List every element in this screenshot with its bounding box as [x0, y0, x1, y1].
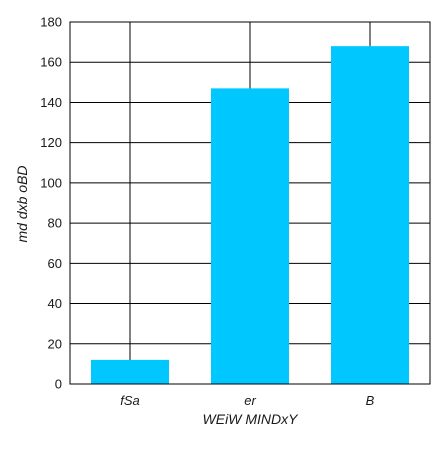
bar-fSa: [91, 359, 169, 384]
bar-er: [211, 88, 289, 384]
x-category-label: fSa: [120, 393, 140, 408]
x-category-label: B: [366, 393, 375, 408]
bars-layer: [91, 46, 409, 385]
y-tick-labels: 0 20 40 60 80 100 120 140 160 180: [40, 15, 62, 392]
y-axis-title: md dxb oBD: [14, 165, 30, 242]
bar-B: [331, 46, 409, 385]
y-tick-label: 60: [48, 256, 62, 271]
y-tick-label: 120: [40, 135, 62, 150]
x-axis-title: WEiW MINDxY: [203, 411, 300, 427]
y-tick-label: 140: [40, 95, 62, 110]
y-tick-label: 0: [55, 377, 62, 392]
y-tick-label: 160: [40, 55, 62, 70]
x-category-label: er: [244, 393, 256, 408]
plot-frame-layer: [69, 21, 431, 385]
y-tick-label: 80: [48, 216, 62, 231]
y-tick-label: 100: [40, 175, 62, 190]
y-tick-label: 40: [48, 296, 62, 311]
x-category-labels: fSa er B: [120, 393, 374, 408]
y-tick-label: 20: [48, 336, 62, 351]
plot-frame: [69, 21, 431, 385]
y-tick-label: 180: [40, 15, 62, 30]
